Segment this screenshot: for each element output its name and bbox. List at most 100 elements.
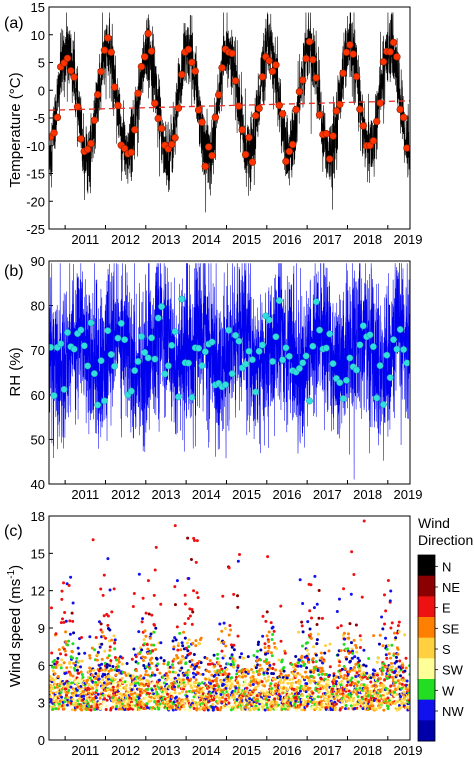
wind-speed-point (108, 645, 112, 649)
temperature-monthly-point (312, 74, 320, 82)
wind-speed-point (388, 656, 392, 660)
wind-speed-point (315, 638, 319, 642)
wind-speed-point (136, 700, 140, 704)
wind-speed-point (346, 647, 350, 651)
temperature-monthly-point (369, 137, 378, 145)
rh-monthly-point (134, 358, 142, 365)
wind-speed-point (76, 646, 80, 650)
rh-monthly-point (295, 365, 303, 372)
wind-speed-point (282, 666, 286, 670)
wind-speed-point (208, 659, 212, 663)
temperature-monthly-point (87, 139, 95, 148)
wind-speed-point (329, 697, 333, 701)
wind-speed-point (222, 678, 226, 682)
wind-speed-point (185, 646, 189, 650)
wind-speed-point (327, 649, 331, 653)
wind-speed-point (266, 708, 270, 712)
wind-speed-point (311, 691, 315, 695)
wind-speed-point (263, 708, 267, 712)
wind-speed-point (358, 634, 362, 638)
wind-speed-point (208, 679, 212, 683)
legend-color-segment (418, 699, 435, 721)
wind-speed-point (365, 686, 369, 690)
wind-speed-point (190, 608, 194, 612)
wind-speed-point (238, 552, 242, 556)
wind-speed-point (309, 583, 313, 587)
wind-speed-point (113, 647, 117, 651)
wind-speed-point (372, 699, 376, 703)
wind-speed-point (358, 646, 362, 650)
wind-speed-point (80, 673, 84, 677)
wind-speed-point (342, 631, 346, 635)
wind-speed-point (314, 665, 318, 669)
temperature-monthly-point (73, 103, 82, 111)
temperature-monthly-point (127, 148, 136, 157)
rh-monthly-point (329, 360, 337, 368)
rh-monthly-point (393, 345, 401, 353)
wind-speed-point (374, 685, 378, 689)
wind-speed-point (290, 681, 294, 685)
wind-speed-point (146, 652, 150, 656)
wind-speed-point (63, 703, 67, 707)
rh-monthly-point (316, 326, 324, 334)
wind-speed-point (144, 696, 148, 700)
wind-speed-point (228, 624, 232, 628)
y-tick-label: 60 (31, 388, 45, 403)
wind-speed-point (170, 691, 174, 695)
temperature-monthly-point (332, 107, 341, 115)
wind-speed-point (93, 648, 97, 652)
wind-speed-point (355, 692, 359, 696)
wind-speed-point (328, 642, 332, 646)
wind-speed-point (265, 671, 269, 675)
temperature-monthly-point (329, 132, 337, 140)
wind-speed-point (328, 665, 332, 669)
wind-speed-point (108, 648, 112, 652)
wind-speed-point (317, 689, 321, 693)
wind-speed-point (354, 623, 358, 627)
wind-speed-point (356, 702, 360, 706)
x-tick-label: 2011 (71, 743, 99, 758)
wind-speed-point (108, 628, 112, 632)
legend-label: NW (442, 704, 464, 719)
wind-speed-point (223, 654, 227, 658)
rh-monthly-point (258, 341, 266, 349)
wind-speed-point (315, 642, 319, 646)
rh-monthly-point (279, 356, 287, 364)
wind-speed-point (390, 643, 394, 647)
wind-speed-point (307, 658, 311, 662)
temperature-monthly-point (346, 41, 354, 49)
wind-speed-point (199, 661, 203, 665)
wind-speed-point (134, 681, 138, 685)
wind-speed-point (256, 663, 260, 667)
temperature-monthly-point (295, 87, 304, 96)
wind-speed-point (138, 650, 142, 654)
wind-speed-point (384, 653, 388, 657)
temperature-trend-line (49, 100, 410, 111)
y-tick-label: 15 (31, 0, 45, 15)
temperature-monthly-point (137, 62, 146, 71)
wind-speed-point (192, 653, 196, 657)
wind-speed-point (51, 707, 55, 711)
wind-speed-point (288, 678, 292, 682)
wind-speed-point (131, 605, 135, 609)
wind-speed-point (256, 699, 260, 703)
wind-speed-point (274, 682, 278, 686)
wind-speed-point (316, 632, 320, 636)
wind-speed-point (154, 687, 158, 691)
wind-speed-point (182, 705, 186, 709)
rh-monthly-point (245, 347, 253, 355)
wind-speed-point (272, 672, 276, 676)
x-tick-label: 2015 (232, 743, 261, 758)
wind-speed-point (270, 637, 274, 641)
wind-speed-point (339, 674, 343, 678)
rh-monthly-point (208, 338, 216, 346)
wind-speed-point (355, 684, 359, 688)
y-tick-label: 70 (31, 343, 45, 358)
wind-speed-point (75, 694, 79, 698)
wind-speed-point (181, 699, 185, 703)
temperature-daily-series (49, 12, 410, 213)
wind-speed-point (117, 660, 121, 664)
wind-speed-point (120, 656, 124, 660)
wind-speed-point (326, 680, 330, 684)
